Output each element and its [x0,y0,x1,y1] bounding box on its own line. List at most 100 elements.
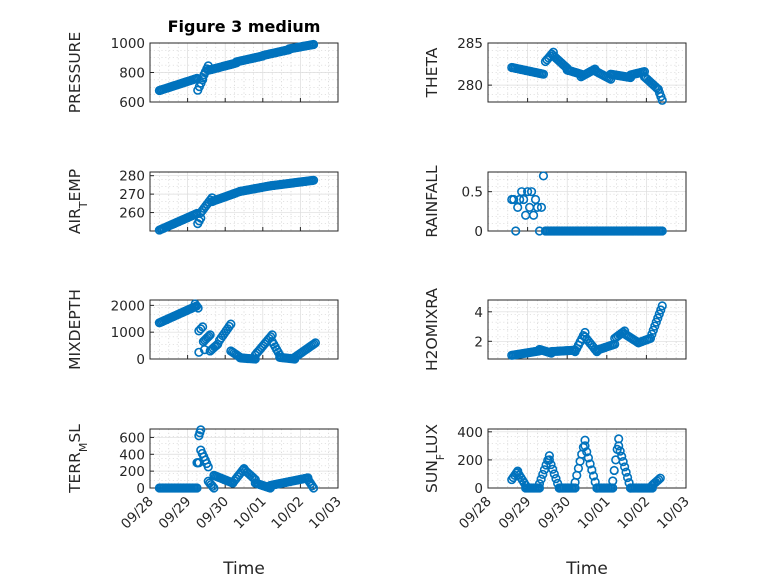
data-point [202,332,213,343]
x-tick-label: 10/03 [306,494,345,533]
y-tick-label: 200 [457,453,483,469]
data-point [651,317,661,327]
data-point [647,329,657,339]
data-point [519,194,529,205]
data-point [538,171,549,181]
y-tick-label: 2000 [111,298,145,314]
x-tick-label: 09/30 [535,494,574,533]
data-point [534,483,545,493]
data-point [551,474,561,484]
data-point [538,69,549,79]
data-point [617,451,627,461]
data-point [193,303,203,313]
data-point [548,464,558,474]
data-point [614,441,624,451]
data-point [310,338,321,348]
y-tick-label: 280 [119,169,145,185]
y-tick-label: 1000 [111,325,145,341]
data-point [308,483,319,493]
subplot-sun-flux: 0 200 400 SUNFLUX 09/28 09/29 09/30 10/01 10/02 1… [423,424,693,579]
y-tick-label: 400 [457,425,483,441]
data-point [657,226,667,236]
data-point [583,453,594,463]
x-axis-label: Time [565,559,608,579]
y-tick-label: 800 [119,66,145,82]
data-point [546,459,556,470]
x-tick-label: 10/03 [654,494,693,533]
data-point [587,465,597,475]
y-tick-label: 270 [119,187,145,203]
data-point [538,469,548,480]
y-tick-label: 0 [136,481,145,497]
y-axis-label: PRESSURE [66,32,84,114]
data-point [511,226,521,236]
data-point [534,226,545,236]
data-point [570,483,580,493]
data-point [204,331,214,341]
y-tick-label: 285 [457,36,483,52]
y-tick-label: 0 [474,224,483,240]
data-point [653,313,663,323]
data-point [224,321,234,332]
y-tick-label: 0 [136,352,145,368]
data-point [534,479,545,489]
data-point [645,333,655,343]
data-point [657,95,667,105]
x-tick-label: 10/01 [575,494,614,533]
x-tick-label: 09/30 [193,494,232,533]
data-point [209,483,219,493]
subplot-mixdepth: 0 1000 2000 MIXDEPTH [66,289,339,370]
data-point [654,309,664,319]
data-point [509,194,519,205]
data-point [580,441,590,451]
data-point [226,319,236,329]
data-point [536,202,547,212]
y-tick-label: 260 [119,206,145,222]
axes-border [149,428,339,489]
data-point [522,187,533,197]
data-point [620,462,630,472]
data-point [308,175,319,185]
data-point [192,301,202,311]
data-point [266,332,276,342]
x-tick-label: 10/02 [268,494,307,533]
data-point [608,476,618,486]
data-point [536,474,546,484]
data-point [615,446,625,456]
data-point [654,474,664,485]
y-tick-label: 280 [457,78,483,94]
y-tick-label: 0.5 [462,185,483,201]
data-point [250,354,260,364]
y-tick-label: 600 [119,430,145,446]
subplot-air-temp: 260 270 280 AIRTEMP [66,169,339,235]
data-point [196,425,206,435]
y-tick-label: 1000 [111,36,145,52]
data-point [650,321,660,331]
data-point [549,469,559,479]
data-point [621,467,631,477]
chart-title: Figure 3 medium [168,17,321,36]
y-tick-label: 200 [119,464,145,480]
data-point [618,457,628,467]
data-point [207,481,218,491]
y-axis-label: MIXDEPTH [66,289,84,370]
data-point [528,210,539,220]
y-tick-label: 600 [119,95,145,111]
subplot-pressure: 600 800 1000 PRESSURE Figure 3 medium [66,17,339,114]
y-tick-label: 2 [474,334,483,350]
data-point [196,324,206,334]
subplot-terr-msl: 0200400600TERRMSL09/2809/2909/3010/0110/… [66,424,345,579]
data-point [588,471,599,481]
data-point [609,465,619,476]
y-axis-label: THETA [423,47,441,98]
axes-border [149,171,339,232]
x-tick-label: 09/28 [118,494,157,533]
y-axis-label: SUNFLUX [423,424,447,493]
data-point [657,301,667,311]
axes-border [149,42,339,103]
data-point [639,67,650,77]
y-axis-label: TERRMSL [66,424,90,494]
x-axis-label: Time [222,559,265,579]
data-point [198,322,208,332]
